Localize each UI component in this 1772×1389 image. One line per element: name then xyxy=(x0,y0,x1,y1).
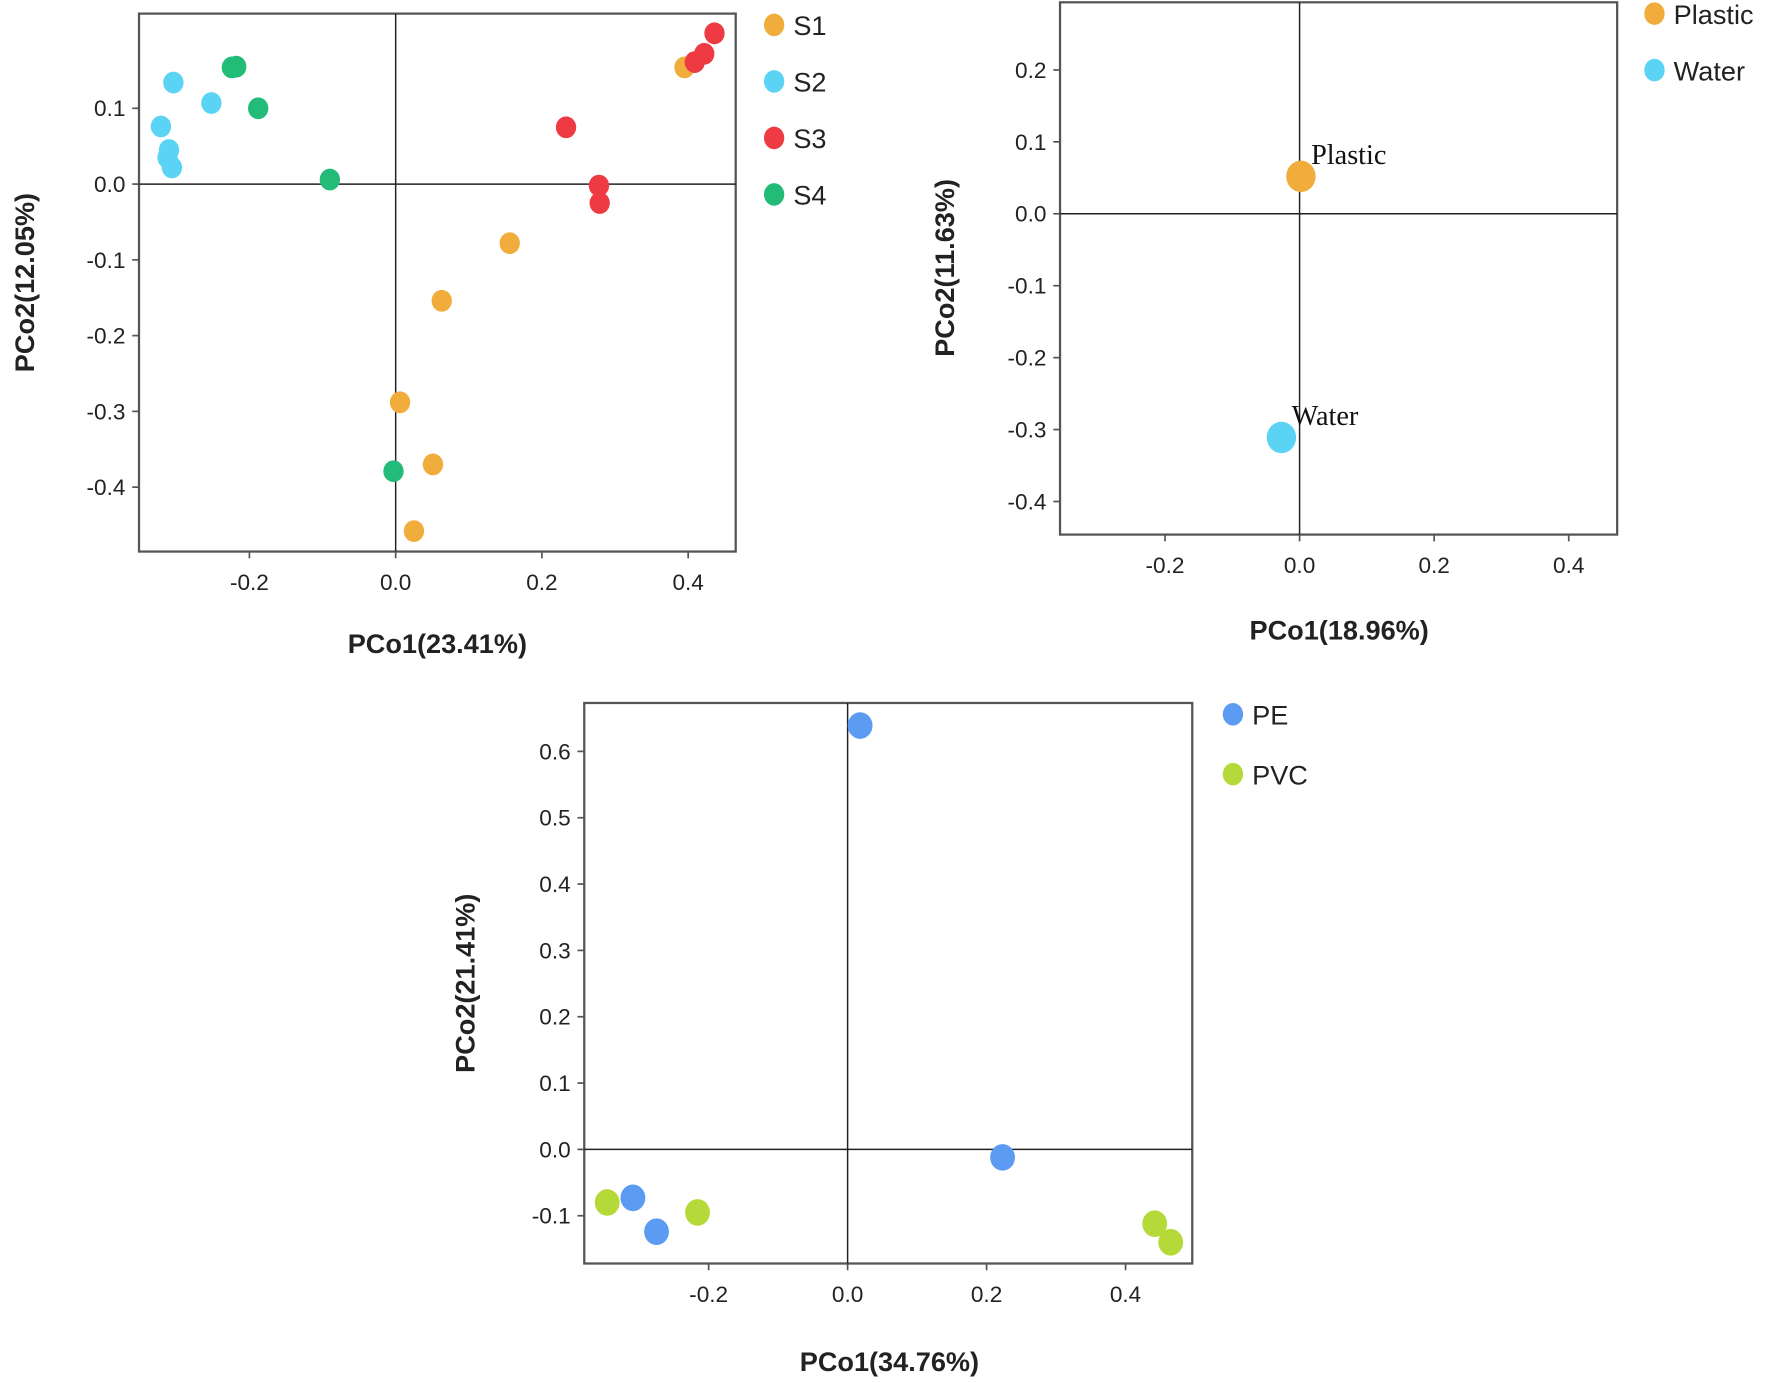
data-point-s1 xyxy=(422,453,444,476)
plot-frame xyxy=(583,701,1194,1265)
data-point-s3 xyxy=(589,192,610,214)
y-tick-label: 0.2 xyxy=(539,1005,570,1030)
data-point-s4 xyxy=(319,168,341,191)
data-point-pvc xyxy=(1158,1228,1184,1256)
data-point-pvc xyxy=(685,1199,710,1226)
legend-marker xyxy=(763,70,785,93)
x-tick-label: 0.0 xyxy=(832,1282,863,1307)
y-tick-label: 0.1 xyxy=(1015,130,1046,155)
y-tick-label: -0.1 xyxy=(532,1204,571,1229)
data-point-s4 xyxy=(248,97,269,120)
data-point-s1 xyxy=(403,520,425,542)
data-point-s1 xyxy=(389,391,411,414)
legend-label: S2 xyxy=(793,67,826,98)
data-point-s4 xyxy=(226,55,247,78)
y-axis-label: PCo2(21.41%) xyxy=(450,894,481,1073)
x-tick-label: 0.2 xyxy=(971,1282,1002,1307)
data-point-s2 xyxy=(163,71,184,94)
data-point-s3 xyxy=(588,174,610,197)
x-tick-label: 0.4 xyxy=(1553,553,1584,578)
y-tick-label: 0.0 xyxy=(94,172,125,197)
plot-frame xyxy=(1058,1,1619,536)
x-axis-label: PCo1(18.96%) xyxy=(1250,615,1429,646)
plot-frame xyxy=(137,12,737,553)
y-tick-label: 0.3 xyxy=(539,938,570,963)
y-tick-label: 0.0 xyxy=(1015,202,1046,227)
y-tick-label: 0.1 xyxy=(94,96,125,121)
y-tick-label: -0.4 xyxy=(87,475,126,500)
data-point-s1 xyxy=(431,289,452,312)
legend-label: S3 xyxy=(793,123,826,154)
legend-marker xyxy=(1222,762,1244,786)
y-tick-label: 0.6 xyxy=(539,739,570,764)
y-tick-label: 0.4 xyxy=(539,872,570,897)
data-point-s4 xyxy=(383,460,404,483)
y-tick-label: -0.1 xyxy=(1008,274,1047,299)
data-point-s2 xyxy=(150,115,172,138)
y-tick-label: 0.5 xyxy=(539,806,570,831)
y-tick-label: 0.1 xyxy=(539,1071,570,1096)
point-label: Plastic xyxy=(1311,140,1386,171)
x-tick-label: 0.0 xyxy=(1284,553,1315,578)
pcoa-chart-pe-pvc: -0.2 0.0 0.2 0.4 0.6 0.5 0.4 0.3 0.2 0.1 0.0 -0.1 PC… xyxy=(450,699,1308,1376)
data-point-s3 xyxy=(555,116,577,139)
legend-label: PE xyxy=(1252,699,1288,730)
pcoa-chart-plastic-water: -0.2 0.0 0.2 0.4 0.2 0.1 0.0 -0.1 -0.2 -0.3 -0.4 PC… xyxy=(929,0,1754,646)
data-point-s3 xyxy=(704,22,725,45)
y-tick-label: -0.3 xyxy=(87,399,126,424)
x-axis-label: PCo1(34.76%) xyxy=(800,1346,979,1377)
data-point-water xyxy=(1266,421,1297,454)
legend-label: S1 xyxy=(793,10,826,41)
pcoa-chart-sites: -0.2 0.0 0.2 0.4 0.1 0.0 -0.1 -0.2 -0.3 -0.4 PCo1(… xyxy=(9,10,827,659)
y-tick-label: -0.4 xyxy=(1008,489,1047,514)
legend-marker xyxy=(1222,702,1244,726)
data-point-pe xyxy=(620,1184,646,1212)
legend-marker xyxy=(763,183,785,206)
data-point-plastic xyxy=(1286,160,1316,193)
data-point-pe xyxy=(990,1144,1015,1171)
legend-label: PVC xyxy=(1252,759,1308,790)
data-point-s3 xyxy=(684,51,705,73)
data-point-s2 xyxy=(201,92,222,114)
y-tick-label: -0.3 xyxy=(1008,417,1047,442)
y-tick-label: 0.0 xyxy=(539,1137,570,1162)
x-tick-label: 0.2 xyxy=(1418,553,1449,578)
x-tick-label: 0.0 xyxy=(380,570,411,595)
data-point-s1 xyxy=(499,232,520,255)
data-point-pvc xyxy=(594,1189,620,1216)
legend-marker xyxy=(763,126,785,150)
legend-marker xyxy=(1644,58,1665,82)
x-tick-label: 0.4 xyxy=(672,570,703,595)
y-axis-label: PCo2(11.63%) xyxy=(929,179,960,357)
point-label: Water xyxy=(1292,401,1359,432)
legend-marker xyxy=(763,13,785,37)
legend-label: Water xyxy=(1674,55,1745,86)
x-tick-label: -0.2 xyxy=(1146,553,1185,578)
data-point-s2 xyxy=(161,156,183,179)
x-tick-label: 0.4 xyxy=(1110,1282,1141,1307)
legend-marker xyxy=(1644,2,1665,25)
y-tick-label: 0.2 xyxy=(1015,58,1046,83)
x-tick-label: -0.2 xyxy=(689,1282,728,1307)
data-point-pvc xyxy=(1142,1210,1168,1238)
x-tick-label: 0.2 xyxy=(526,570,557,595)
y-axis-label: PCo2(12.05%) xyxy=(9,193,40,372)
x-axis-label: PCo1(23.41%) xyxy=(348,628,527,659)
y-tick-label: -0.2 xyxy=(87,324,126,349)
legend-label: S4 xyxy=(793,180,826,211)
y-tick-label: -0.1 xyxy=(87,248,126,273)
data-point-pe xyxy=(847,712,873,739)
data-point-pe xyxy=(644,1218,669,1245)
x-tick-label: -0.2 xyxy=(230,570,269,595)
y-tick-label: -0.2 xyxy=(1008,346,1047,371)
legend-label: Plastic xyxy=(1674,0,1754,30)
